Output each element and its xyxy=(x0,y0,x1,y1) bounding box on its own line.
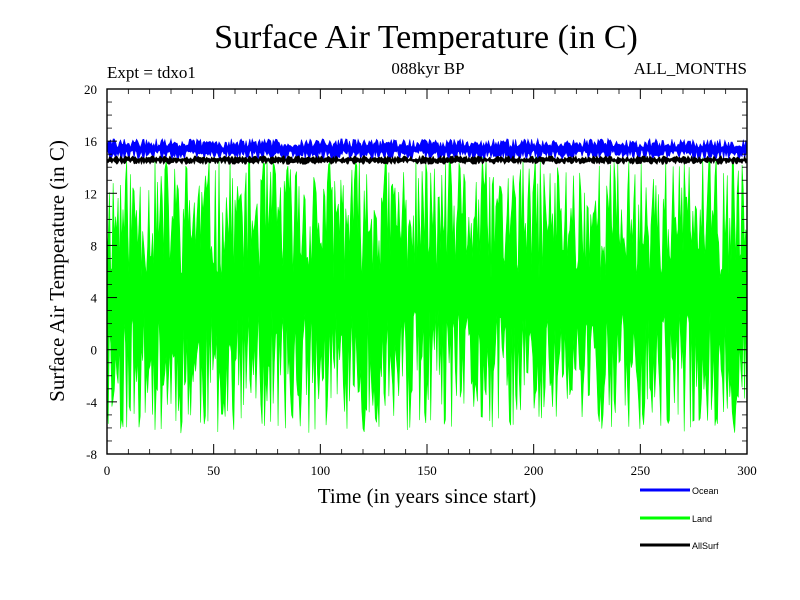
x-tick-label: 0 xyxy=(104,463,111,478)
legend-label-land: Land xyxy=(692,514,712,524)
y-tick-label: 8 xyxy=(91,238,98,253)
x-tick-label: 50 xyxy=(207,463,220,478)
x-tick-label: 250 xyxy=(631,463,651,478)
ticks-layer: 0 50 100 150 200 250 300 -8 -4 0 4 8 12 16 20 xyxy=(84,82,757,478)
months-label: ALL_MONTHS xyxy=(634,59,747,78)
y-axis-label: Surface Air Temperature (in C) xyxy=(45,140,69,402)
x-tick-label: 150 xyxy=(417,463,437,478)
x-tick-label: 100 xyxy=(311,463,331,478)
experiment-label: Expt = tdxo1 xyxy=(107,63,196,82)
legend-label-ocean: Ocean xyxy=(692,486,719,496)
legend-label-allsurf: AllSurf xyxy=(692,541,719,551)
y-tick-label: 12 xyxy=(84,186,97,201)
x-tick-label: 200 xyxy=(524,463,544,478)
chart-title: Surface Air Temperature (in C) xyxy=(214,19,638,56)
chart-subtitle: 088kyr BP xyxy=(391,59,464,78)
y-tick-label: 16 xyxy=(84,134,98,149)
y-tick-label: -8 xyxy=(86,447,97,462)
legend: Ocean Land AllSurf xyxy=(640,486,719,551)
plot-layer xyxy=(106,137,748,434)
y-tick-label: 4 xyxy=(91,291,98,306)
y-tick-label: 0 xyxy=(91,343,98,358)
y-tick-label: 20 xyxy=(84,82,97,97)
y-tick-label: -4 xyxy=(86,395,97,410)
x-tick-label: 300 xyxy=(737,463,757,478)
x-axis-label: Time (in years since start) xyxy=(318,484,537,508)
